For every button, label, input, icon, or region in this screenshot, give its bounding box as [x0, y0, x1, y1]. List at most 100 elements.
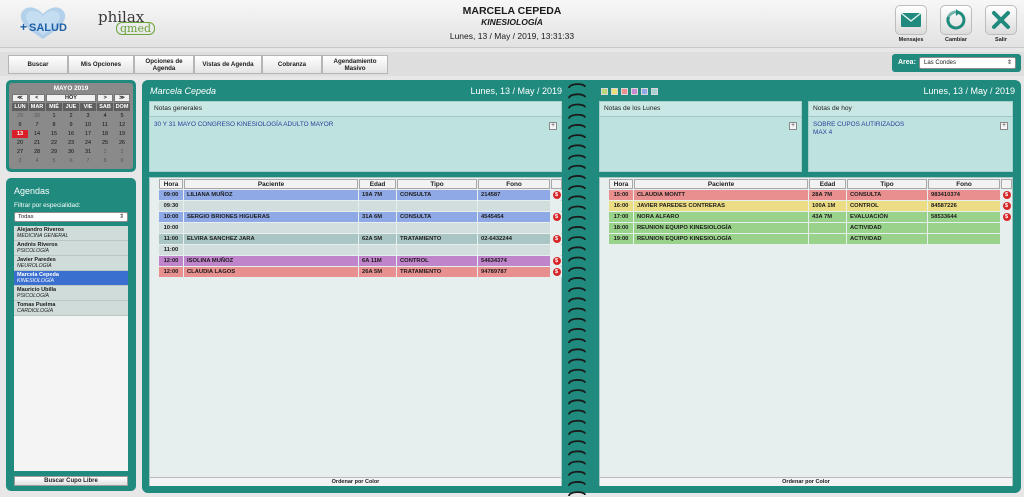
table-row[interactable]: 12:00 ISOLINA MUÑOZ 6A 11M CONTROL 54634374 $ — [159, 256, 562, 266]
col-edad[interactable]: Edad — [809, 179, 846, 189]
table-row[interactable]: 16:00 JAVIER PAREDES CONTRERAS 100A 1M CONT… — [609, 201, 1012, 211]
calendar-day[interactable]: 6 — [18, 122, 22, 128]
today-notes[interactable]: Notas de hoy SOBRE CUPOS AUTIRIZADOS MAX… — [808, 101, 1013, 172]
calendar-day[interactable]: 9 — [69, 122, 73, 128]
calendar-day[interactable]: 4 — [35, 158, 39, 164]
agenda-list-item[interactable]: Mauricio Ubilla PSICOLOGÍA — [14, 286, 128, 301]
table-row[interactable]: 11:00 ELVIRA SANCHEZ JARA 62A 5M TRATAMIENT… — [159, 234, 562, 244]
expand-icon[interactable]: + — [789, 122, 797, 130]
agenda-list-item[interactable]: Marcela Cepeda KINESIOLOGÍA — [14, 271, 128, 286]
calendar-day[interactable]: 20 — [16, 140, 24, 146]
calendar-day[interactable]: 18 — [101, 131, 109, 137]
calendar-day[interactable]: 23 — [67, 140, 75, 146]
col-paciente[interactable]: Paciente — [184, 179, 358, 189]
area-select[interactable]: Las Condes ⇕ — [919, 57, 1016, 69]
table-row[interactable]: 09:00 LILIANA MUÑOZ 19A 7M CONSULTA 214587 $ — [159, 190, 562, 200]
today-button[interactable]: HOY — [45, 94, 97, 102]
table-row[interactable]: 19:00 REUNION EQUIPO KINESIOLOGÍA ACTIVIDA… — [609, 234, 1012, 244]
col-tipo[interactable]: Tipo — [397, 179, 477, 189]
color-filter-swatch[interactable] — [641, 88, 648, 95]
prev-month-button[interactable]: < — [28, 94, 45, 102]
calendar-day[interactable]: 4 — [103, 113, 107, 119]
nav-agenda-options[interactable]: Opciones de Agenda — [134, 55, 194, 74]
messages-button[interactable]: Mensajes — [893, 5, 929, 45]
calendar-day[interactable]: 10 — [84, 122, 92, 128]
calendar-day[interactable]: 19 — [118, 131, 126, 137]
col-paciente[interactable]: Paciente — [634, 179, 808, 189]
calendar-day[interactable]: 16 — [67, 131, 75, 137]
calendar-day[interactable]: 6 — [69, 158, 73, 164]
payment-icon[interactable]: $ — [552, 235, 561, 243]
nav-mass-scheduling[interactable]: Agendamiento Masivo — [322, 55, 388, 74]
exit-button[interactable]: Salir — [983, 5, 1019, 45]
table-row[interactable]: 12:00 CLAUDIA LAGOS 26A 5M TRATAMIENTO 94789… — [159, 267, 562, 277]
table-row[interactable]: 10:00 — [159, 223, 562, 233]
calendar-day[interactable]: 17 — [84, 131, 92, 137]
weekday-notes[interactable]: Notas de los Lunes + — [599, 101, 802, 172]
left-order-by-color-button[interactable]: Ordenar por Color — [150, 477, 561, 486]
calendar-day[interactable]: 29 — [16, 113, 24, 119]
calendar-day[interactable]: 7 — [35, 122, 39, 128]
agenda-list-item[interactable]: Tomas Puelma CARDIOLOGÍA — [14, 301, 128, 316]
calendar-day[interactable]: 2 — [120, 149, 124, 155]
color-filter-swatch[interactable] — [631, 88, 638, 95]
calendar-day[interactable]: 11 — [102, 122, 108, 128]
color-filter-swatch[interactable] — [651, 88, 658, 95]
calendar-day[interactable]: 15 — [50, 131, 58, 137]
calendar-day[interactable]: 3 — [18, 158, 22, 164]
next-year-button[interactable]: ≫ — [114, 94, 130, 102]
agenda-list-item[interactable]: Alejandro Riveros MEDICINA GENERAL — [14, 226, 128, 241]
nav-billing[interactable]: Cobranza — [262, 55, 322, 74]
color-filter-swatch[interactable] — [621, 88, 628, 95]
col-hora[interactable]: Hora — [159, 179, 183, 189]
calendar-day[interactable]: 13 — [12, 130, 28, 138]
calendar-day[interactable]: 29 — [50, 149, 58, 155]
agenda-list-item[interactable]: Javier Paredes NEUROLOGÍA — [14, 256, 128, 271]
calendar-day[interactable]: 7 — [86, 158, 90, 164]
general-notes[interactable]: Notas generales 30 Y 31 MAYO CONGRESO KI… — [149, 101, 562, 172]
expand-icon[interactable]: + — [549, 122, 557, 130]
find-free-slot-button[interactable]: Buscar Cupo Libre — [14, 476, 128, 486]
calendar-day[interactable]: 27 — [16, 149, 24, 155]
color-filter-swatch[interactable] — [601, 88, 608, 95]
calendar-day[interactable]: 3 — [86, 113, 90, 119]
specialty-filter-select[interactable]: Todas ⇕ — [14, 212, 128, 222]
calendar-day[interactable]: 1 — [103, 149, 107, 155]
payment-icon[interactable]: $ — [1002, 202, 1011, 210]
nav-my-options[interactable]: Mis Opciones — [68, 55, 134, 74]
calendar-day[interactable]: 5 — [120, 113, 124, 119]
next-month-button[interactable]: > — [97, 94, 114, 102]
calendar-day[interactable]: 5 — [52, 158, 56, 164]
payment-icon[interactable]: $ — [1002, 191, 1011, 199]
calendar-day[interactable]: 30 — [33, 113, 41, 119]
calendar-day[interactable]: 1 — [52, 113, 56, 119]
calendar-day[interactable]: 24 — [84, 140, 92, 146]
payment-icon[interactable]: $ — [552, 213, 561, 221]
calendar-day[interactable]: 30 — [67, 149, 75, 155]
nav-search[interactable]: Buscar — [8, 55, 68, 74]
calendar-day[interactable]: 25 — [101, 140, 109, 146]
prev-year-button[interactable]: ≪ — [12, 94, 28, 102]
expand-icon[interactable]: + — [1000, 122, 1008, 130]
calendar-day[interactable]: 22 — [50, 140, 58, 146]
agenda-list-item[interactable]: Andrés Riveros PSICOLOGÍA — [14, 241, 128, 256]
calendar-day[interactable]: 8 — [52, 122, 56, 128]
payment-icon[interactable]: $ — [1002, 213, 1011, 221]
col-fono[interactable]: Fono — [478, 179, 550, 189]
table-row[interactable]: 09:30 — [159, 201, 562, 211]
col-edad[interactable]: Edad — [359, 179, 396, 189]
right-order-by-color-button[interactable]: Ordenar por Color — [600, 477, 1012, 486]
calendar-day[interactable]: 31 — [84, 149, 92, 155]
col-tipo[interactable]: Tipo — [847, 179, 927, 189]
payment-icon[interactable]: $ — [552, 257, 561, 265]
payment-icon[interactable]: $ — [552, 191, 561, 199]
change-button[interactable]: Cambiar — [938, 5, 974, 45]
calendar-day[interactable]: 21 — [33, 140, 41, 146]
table-row[interactable]: 17:00 NORA ALFARO 43A 7M EVALUACIÓN 58533644… — [609, 212, 1012, 222]
calendar-day[interactable]: 28 — [33, 149, 41, 155]
table-row[interactable]: 10:00 SERGIO BRIONES HIGUERAS 31A 6M CONSUL… — [159, 212, 562, 222]
nav-agenda-views[interactable]: Vistas de Agenda — [194, 55, 262, 74]
payment-icon[interactable]: $ — [552, 268, 561, 276]
table-row[interactable]: 15:00 CLAUDIA MONTT 28A 7M CONSULTA 98341037… — [609, 190, 1012, 200]
calendar-day[interactable]: 9 — [120, 158, 124, 164]
